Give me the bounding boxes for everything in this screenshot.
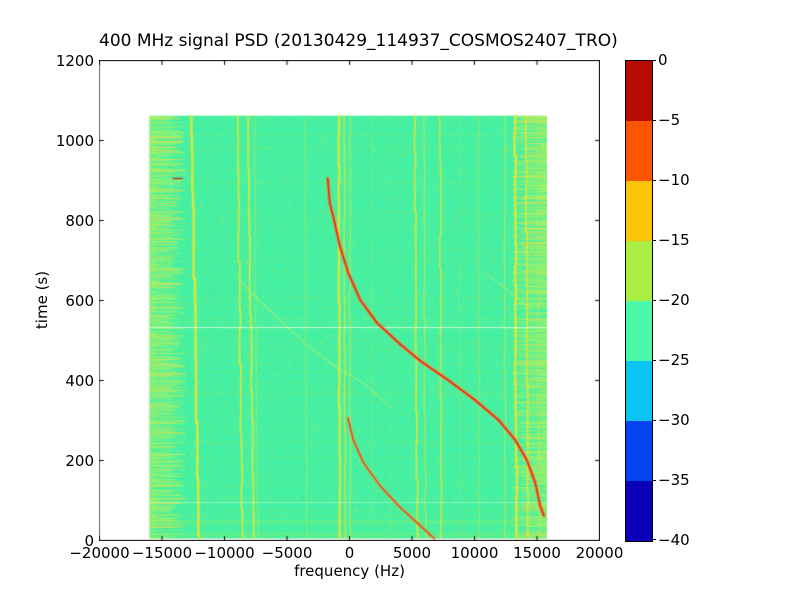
colorbar-segment [626, 421, 652, 481]
colorbar-tick-label: −20 [658, 291, 690, 309]
x-tick-label: −20000 [69, 544, 130, 562]
colorbar-tick-mark [652, 539, 656, 540]
x-tick-label: 5000 [392, 544, 432, 562]
colorbar-tick-mark [652, 180, 656, 181]
y-tick-label: 1000 [55, 131, 94, 150]
colorbar-tick-mark [652, 480, 656, 481]
y-tick-label: 200 [65, 451, 94, 470]
y-tick-label: 0 [84, 531, 94, 550]
colorbar-tick-mark [652, 120, 656, 121]
colorbar-tick-label: −35 [658, 471, 690, 489]
chart-title: 400 MHz signal PSD (20130429_114937_COSM… [99, 31, 618, 51]
x-tick-label: −5000 [261, 544, 313, 562]
colorbar-segment [626, 241, 652, 301]
x-tick-label: 0 [344, 544, 355, 562]
colorbar-tick-label: −10 [658, 171, 690, 189]
colorbar-tick-label: −40 [658, 531, 690, 549]
colorbar [625, 60, 653, 542]
y-axis-label: time (s) [33, 270, 51, 330]
colorbar-tick-mark [652, 420, 656, 421]
colorbar-segment [626, 481, 652, 541]
x-axis-label: frequency (Hz) [294, 562, 405, 580]
colorbar-segment [626, 61, 652, 121]
colorbar-segment [626, 121, 652, 181]
x-tick-label: 20000 [575, 544, 624, 562]
x-tick-label: 10000 [450, 544, 499, 562]
y-tick-label: 1200 [55, 51, 94, 70]
spectrogram-plot-canvas [99, 60, 600, 541]
colorbar-segment [626, 361, 652, 421]
colorbar-tick-label: −15 [658, 231, 690, 249]
x-tick-label: 15000 [513, 544, 561, 562]
colorbar-tick-label: −30 [658, 411, 690, 429]
y-tick-label: 800 [65, 211, 94, 230]
colorbar-segment [626, 301, 652, 361]
y-tick-label: 400 [65, 371, 94, 390]
colorbar-tick-mark [652, 360, 656, 361]
colorbar-tick-mark [652, 300, 656, 301]
colorbar-tick-mark [652, 60, 656, 61]
colorbar-tick-label: −25 [658, 351, 690, 369]
x-tick-label: −15000 [131, 544, 193, 562]
y-tick-label: 600 [65, 291, 94, 310]
colorbar-tick-label: 0 [658, 51, 668, 69]
colorbar-segment [626, 181, 652, 241]
x-tick-label: −10000 [194, 544, 255, 562]
colorbar-tick-label: −5 [658, 111, 681, 129]
colorbar-tick-mark [652, 240, 656, 241]
